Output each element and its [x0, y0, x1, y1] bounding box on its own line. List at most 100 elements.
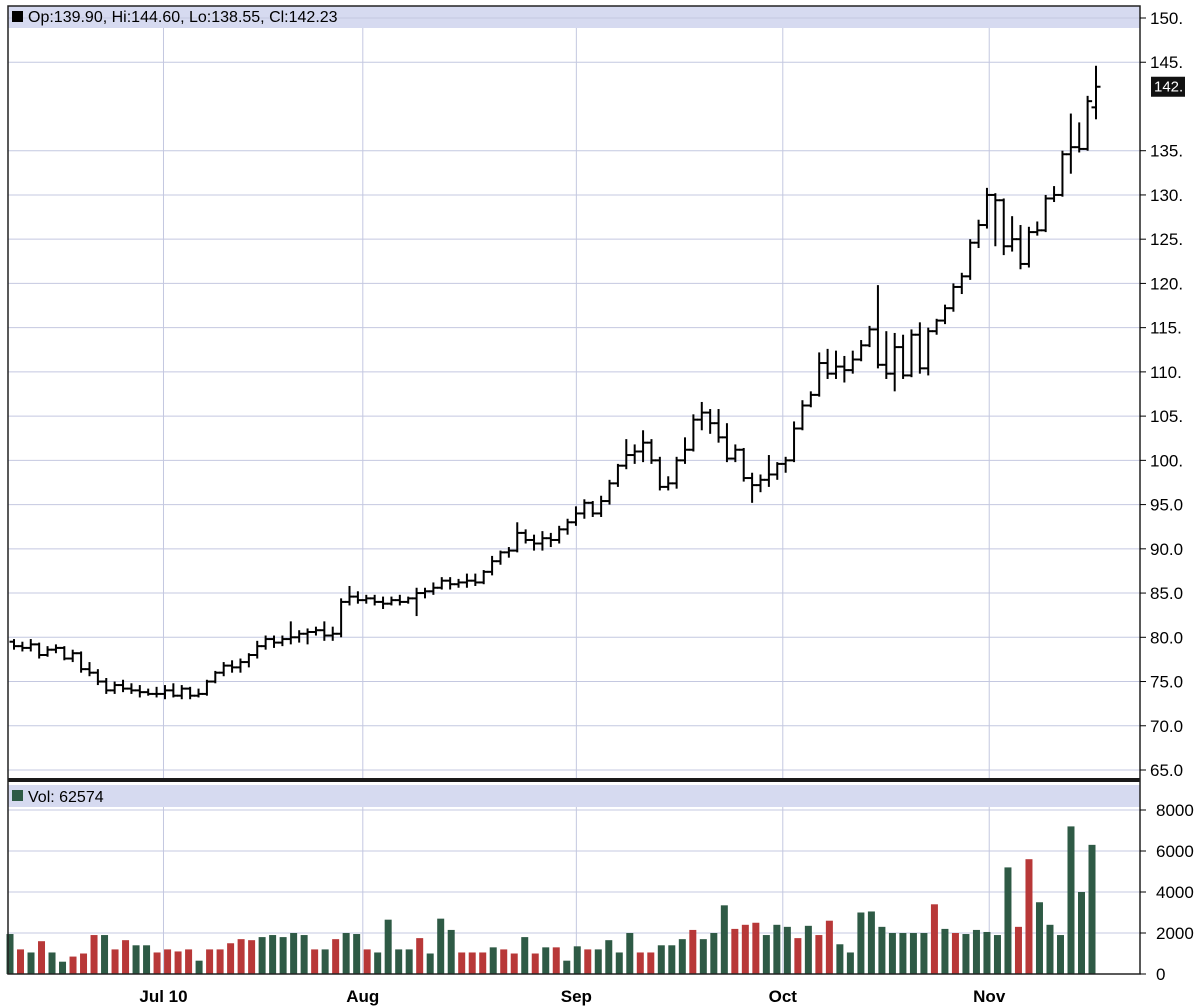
price-header-band	[8, 6, 1140, 28]
volume-bar	[867, 911, 875, 974]
price-tick-label: 125.	[1150, 230, 1183, 249]
ohlc-bar	[554, 525, 564, 544]
volume-bar	[500, 949, 508, 974]
volume-bar	[468, 952, 476, 974]
ohlc-bar	[890, 332, 900, 392]
ohlc-bar	[982, 187, 992, 229]
volume-bar	[311, 949, 319, 974]
ohlc-bar	[479, 570, 489, 585]
price-tick-label: 70.0	[1150, 717, 1183, 736]
ohlc-bar	[1032, 221, 1042, 236]
volume-bar	[815, 935, 823, 974]
ohlc-bar	[68, 649, 78, 663]
volume-bar	[143, 945, 151, 974]
volume-y-axis: 8000 6000 4000 2000 0	[1140, 801, 1194, 984]
volume-bar	[689, 929, 697, 974]
volume-bar	[657, 945, 665, 974]
volume-bar	[237, 939, 245, 974]
ohlc-bar	[252, 640, 262, 659]
volume-bar	[489, 947, 497, 974]
last-price-label: 142.	[1154, 79, 1183, 96]
volume-bar	[773, 924, 781, 974]
panel-separator	[8, 778, 1140, 782]
ohlc-bar	[823, 348, 833, 379]
volume-bar	[227, 943, 235, 974]
ohlc-bar	[923, 327, 933, 376]
ohlc-bar	[638, 430, 648, 463]
ohlc-bar	[797, 400, 807, 431]
price-legend-swatch	[12, 11, 23, 22]
volume-bar	[1025, 859, 1033, 974]
ohlc-bar	[319, 621, 329, 641]
ohlc-bar	[521, 529, 531, 544]
volume-bar	[962, 934, 970, 974]
ohlc-bar	[177, 685, 187, 700]
ohlc-bar	[437, 577, 447, 590]
ohlc-bar	[194, 688, 204, 698]
price-bars	[9, 65, 1101, 700]
price-tick-label: 105.	[1150, 407, 1183, 426]
ohlc-bar	[345, 585, 355, 606]
volume-bar	[248, 940, 256, 974]
price-tick-label: 85.0	[1150, 584, 1183, 603]
ohlc-bar	[445, 577, 455, 590]
volume-bar	[794, 938, 802, 974]
volume-bar	[1004, 867, 1012, 974]
volume-bar	[836, 944, 844, 974]
volume-bar	[920, 933, 928, 974]
ohlc-bar	[420, 587, 430, 599]
ohlc-bar	[839, 355, 849, 383]
volume-bar	[416, 938, 424, 974]
ohlc-bar	[714, 409, 724, 443]
volume-bar	[909, 933, 917, 974]
x-tick-label: Nov	[973, 987, 1006, 1006]
ohlc-bar	[487, 555, 497, 576]
ohlc-bar	[1049, 186, 1059, 203]
ohlc-bar	[722, 423, 732, 463]
ohlc-bar	[1057, 150, 1067, 197]
ohlc-bar	[588, 501, 598, 517]
price-tick-label: 90.0	[1150, 540, 1183, 559]
ohlc-bar	[227, 660, 237, 673]
ohlc-bar	[1066, 113, 1076, 174]
ohlc-bar	[1083, 95, 1093, 151]
volume-bar	[437, 918, 445, 974]
volume-bar	[48, 952, 56, 974]
volume-tick-label: 4000	[1156, 883, 1194, 902]
volume-bar	[395, 949, 403, 974]
ohlc-bar	[680, 437, 690, 464]
volume-bar	[101, 935, 109, 974]
volume-bar	[38, 941, 46, 974]
price-tick-label: 110.	[1150, 363, 1182, 382]
volume-bar	[857, 912, 865, 974]
ohlc-bar	[915, 322, 925, 374]
price-tick-label: 100.	[1150, 451, 1183, 470]
ohlc-bar	[512, 522, 522, 553]
ohlc-bar	[235, 658, 245, 673]
x-tick-label: Oct	[769, 987, 798, 1006]
ohlc-bar	[361, 594, 371, 604]
ohlc-bar	[990, 193, 1000, 247]
volume-bar	[69, 956, 77, 974]
ohlc-bar	[571, 506, 581, 526]
ohlc-bar	[336, 598, 346, 638]
volume-bar	[332, 939, 340, 974]
volume-bar	[605, 940, 613, 974]
ohlc-bar	[789, 421, 799, 463]
ohlc-bar	[185, 686, 195, 700]
volume-bar	[59, 961, 67, 974]
ohlc-bar	[26, 639, 36, 652]
ohlc-bar	[101, 677, 111, 694]
ohlc-bar	[386, 596, 396, 606]
ohlc-bar	[630, 444, 640, 464]
price-tick-label: 80.0	[1150, 628, 1183, 647]
volume-legend-swatch	[12, 790, 23, 801]
volume-bar	[888, 933, 896, 974]
ohlc-bar	[781, 456, 791, 473]
volume-bar	[122, 940, 130, 974]
x-tick-label: Aug	[346, 987, 379, 1006]
ohlc-bar	[537, 531, 547, 551]
volume-bar	[552, 947, 560, 974]
ohlc-bar	[747, 472, 757, 503]
volume-bar	[678, 939, 686, 974]
